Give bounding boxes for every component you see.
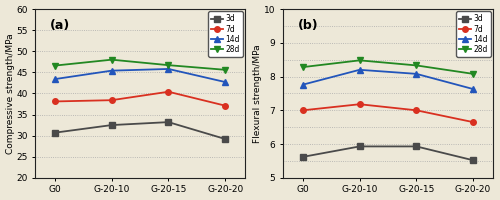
- Line: 3d: 3d: [52, 119, 228, 142]
- 3d: [300, 156, 306, 158]
- 28d: [414, 64, 420, 67]
- 7d: [222, 104, 228, 107]
- 28d: [52, 64, 58, 67]
- 28d: [108, 58, 114, 61]
- 28d: [356, 59, 362, 62]
- 14d: [166, 68, 172, 70]
- 28d: [470, 73, 476, 75]
- 28d: [222, 69, 228, 71]
- Line: 14d: 14d: [52, 66, 228, 85]
- 14d: [108, 69, 114, 72]
- Line: 14d: 14d: [300, 67, 476, 92]
- 7d: [470, 121, 476, 123]
- 14d: [300, 83, 306, 86]
- 14d: [414, 73, 420, 75]
- Line: 3d: 3d: [300, 144, 476, 163]
- Y-axis label: Compressive strength/MPa: Compressive strength/MPa: [6, 33, 15, 154]
- 7d: [166, 91, 172, 93]
- 28d: [300, 66, 306, 68]
- Y-axis label: Flexural strength/MPa: Flexural strength/MPa: [254, 44, 262, 143]
- 7d: [52, 100, 58, 103]
- 7d: [414, 109, 420, 112]
- 7d: [108, 99, 114, 101]
- 7d: [300, 109, 306, 112]
- Line: 28d: 28d: [300, 58, 476, 77]
- 28d: [166, 64, 172, 66]
- Legend: 3d, 7d, 14d, 28d: 3d, 7d, 14d, 28d: [456, 11, 490, 57]
- 14d: [356, 69, 362, 71]
- 14d: [470, 88, 476, 90]
- Line: 28d: 28d: [52, 57, 228, 73]
- Line: 7d: 7d: [300, 101, 476, 125]
- Text: (a): (a): [50, 19, 70, 32]
- Line: 7d: 7d: [52, 89, 228, 108]
- 3d: [52, 131, 58, 134]
- Legend: 3d, 7d, 14d, 28d: 3d, 7d, 14d, 28d: [208, 11, 243, 57]
- 7d: [356, 103, 362, 105]
- 3d: [414, 145, 420, 148]
- 3d: [356, 145, 362, 148]
- 3d: [470, 159, 476, 161]
- 14d: [222, 81, 228, 83]
- 3d: [166, 121, 172, 123]
- Text: (b): (b): [298, 19, 318, 32]
- 14d: [52, 78, 58, 80]
- 3d: [108, 124, 114, 126]
- 3d: [222, 138, 228, 140]
